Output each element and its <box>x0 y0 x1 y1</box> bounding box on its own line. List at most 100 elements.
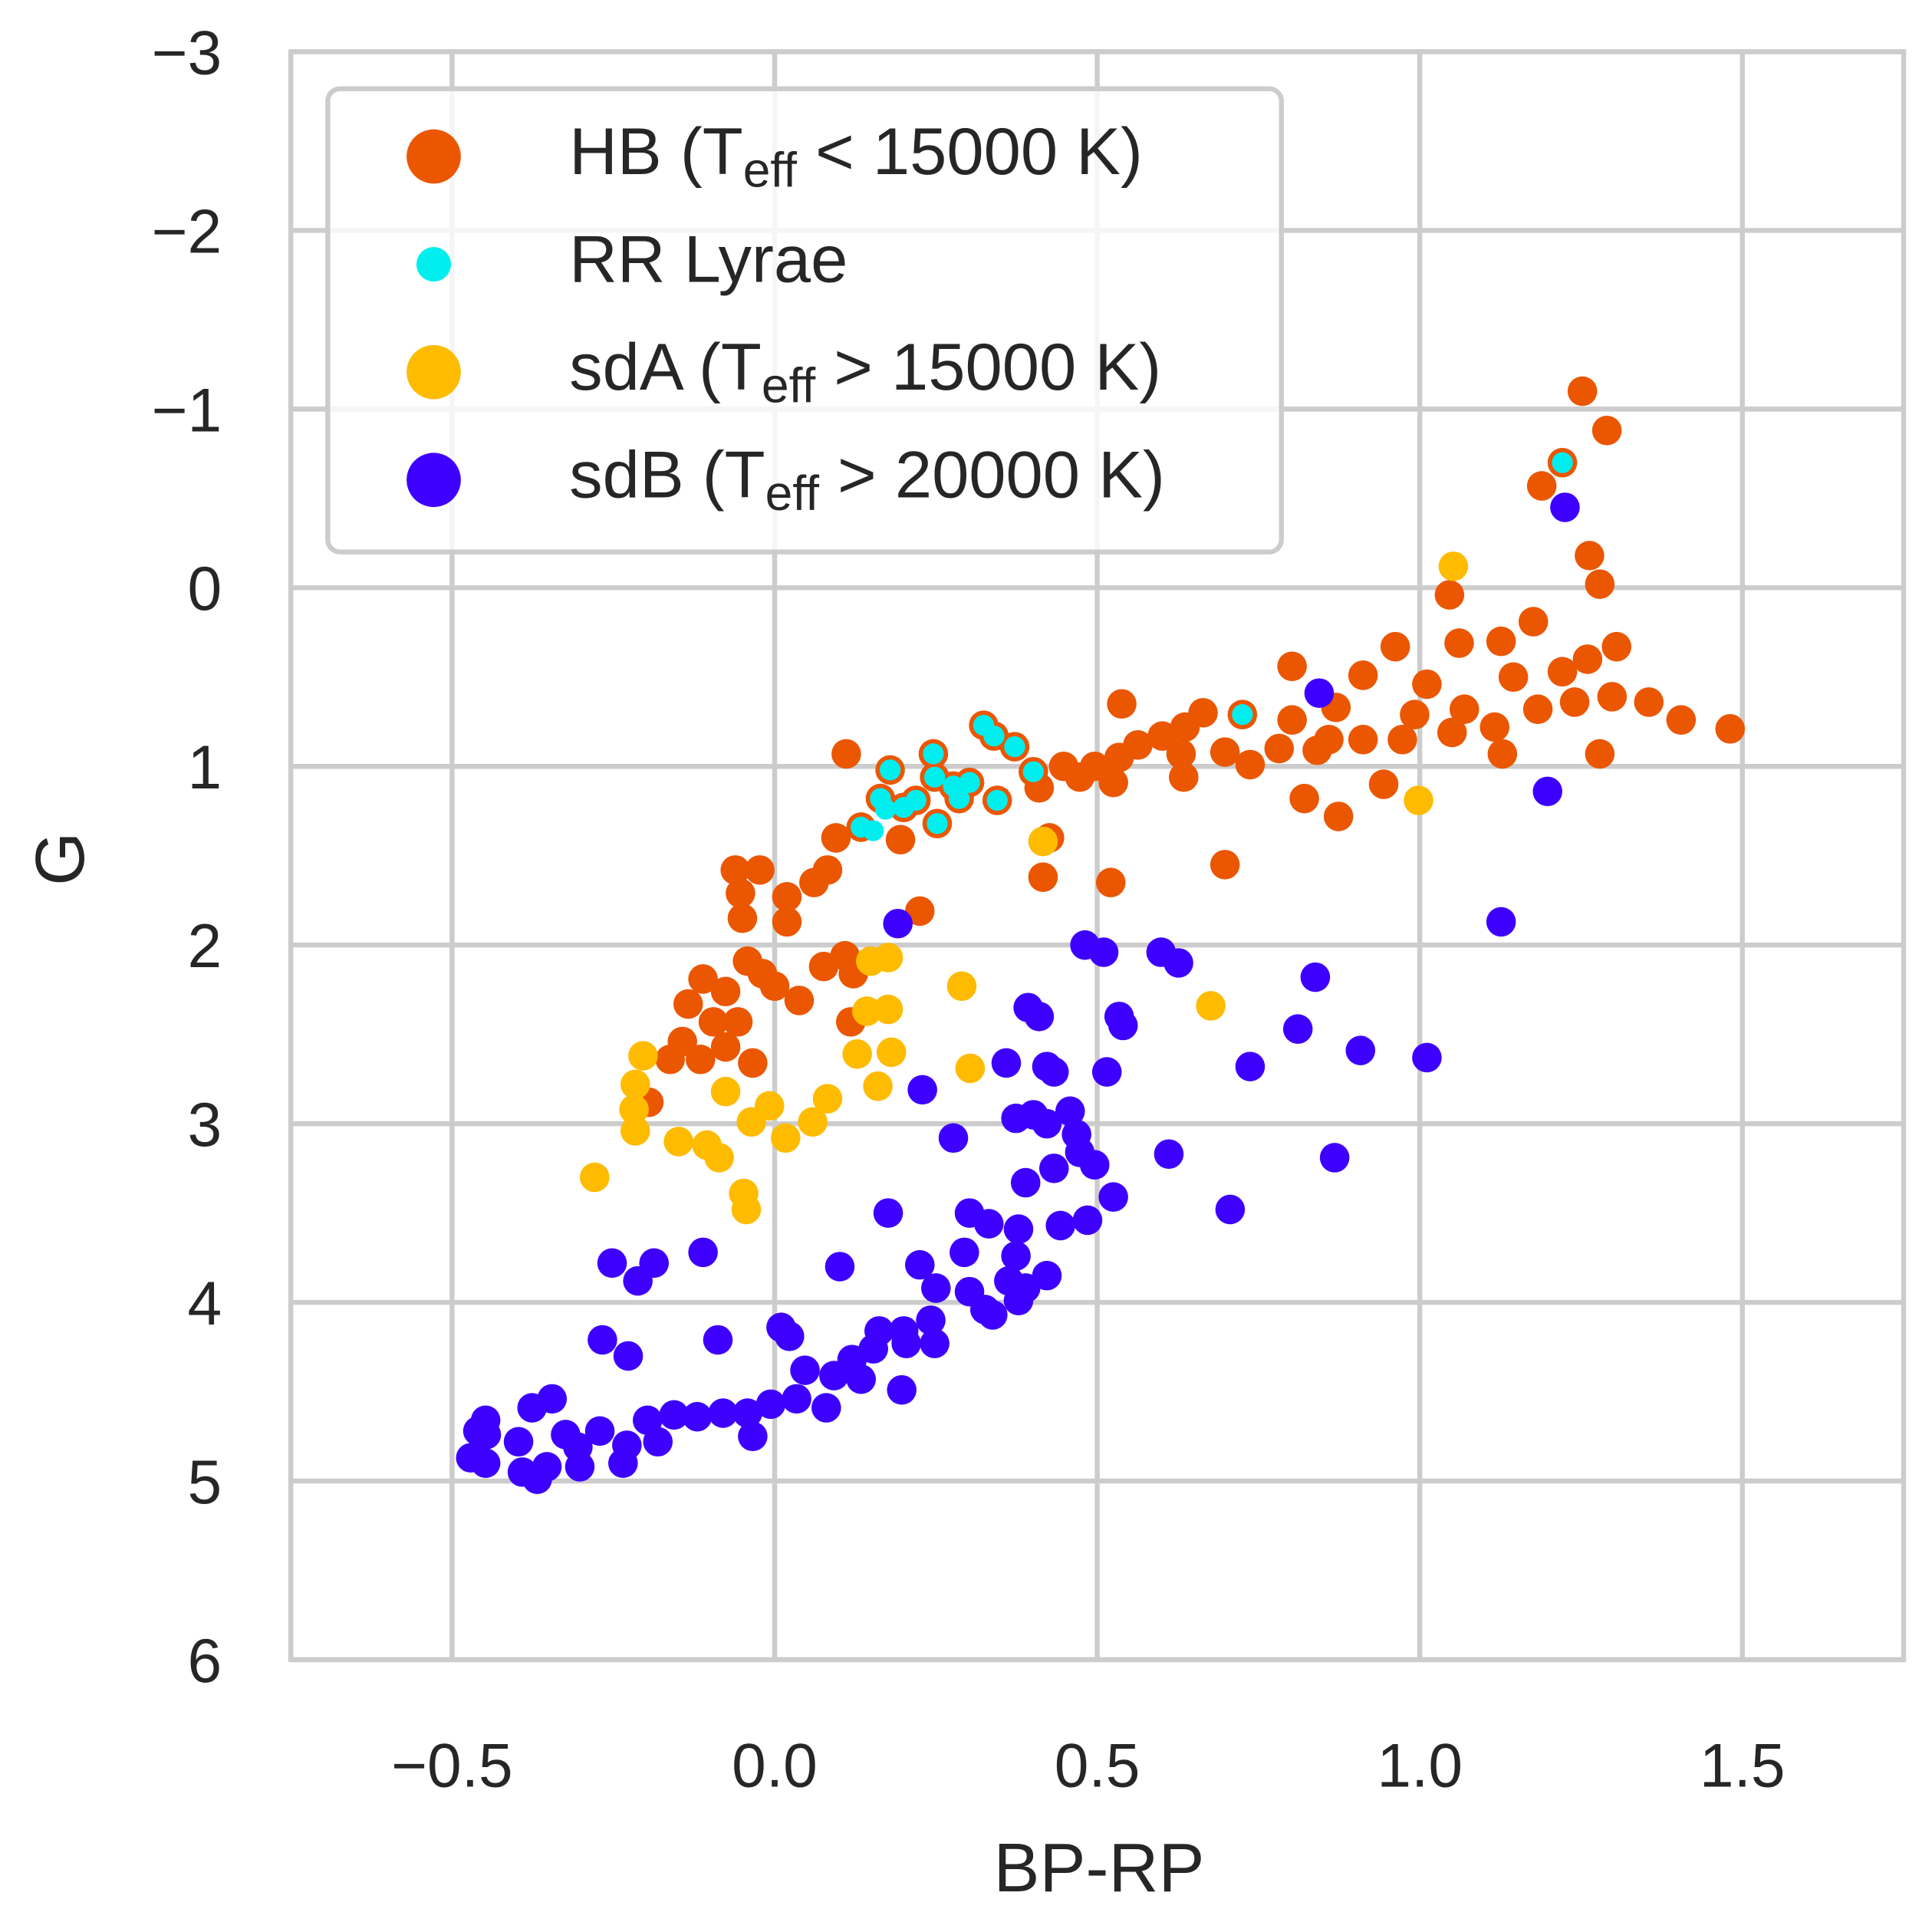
point <box>1444 628 1474 658</box>
point <box>824 1252 855 1282</box>
point <box>698 1007 729 1037</box>
point <box>856 946 886 976</box>
point <box>1547 657 1578 687</box>
point <box>1108 1010 1138 1041</box>
legend-label: sdA (Teff > 15000 K) <box>569 330 1161 413</box>
point <box>587 1325 617 1355</box>
point <box>1282 1014 1313 1044</box>
point <box>663 1127 693 1157</box>
point <box>1575 541 1605 571</box>
point <box>1585 569 1615 599</box>
point <box>1003 1214 1034 1244</box>
point <box>876 1037 907 1068</box>
point <box>978 1300 1008 1330</box>
point <box>772 882 802 912</box>
y-tick-label: 4 <box>187 1269 222 1338</box>
point <box>790 1355 820 1385</box>
legend-label: HB (Teff < 15000 K) <box>569 114 1143 198</box>
point <box>1404 785 1433 815</box>
point <box>927 813 948 834</box>
point <box>613 1341 643 1371</box>
point <box>1601 631 1632 662</box>
point <box>1487 739 1518 769</box>
point <box>1169 762 1199 792</box>
point <box>1412 1042 1442 1073</box>
point <box>1170 712 1200 742</box>
point <box>1107 689 1137 719</box>
point <box>710 976 741 1007</box>
point <box>620 1116 650 1146</box>
y-tick-label: 0 <box>187 555 222 624</box>
point <box>1055 1096 1085 1127</box>
point <box>551 1420 581 1450</box>
point <box>726 878 755 908</box>
point <box>1277 651 1307 682</box>
y-tick-label: 3 <box>187 1091 222 1160</box>
point <box>710 1076 741 1107</box>
y-tick-label: 5 <box>187 1448 222 1517</box>
point <box>846 1364 877 1394</box>
point <box>1300 962 1331 992</box>
point <box>503 1427 534 1457</box>
point <box>1289 783 1319 814</box>
point <box>863 1071 893 1101</box>
point <box>1368 769 1399 799</box>
point <box>946 971 977 1002</box>
point <box>1438 551 1469 581</box>
x-tick-label: 1.0 <box>1377 1731 1463 1800</box>
point <box>1412 669 1442 699</box>
point <box>905 789 927 811</box>
point <box>959 772 980 793</box>
point <box>1235 749 1266 780</box>
y-tick-label: 1 <box>187 733 222 802</box>
point <box>1591 416 1622 446</box>
point <box>507 1457 538 1487</box>
legend: HB (Teff < 15000 K) RR Lyrae sdA (Teff > 1… <box>325 86 1284 555</box>
point <box>731 1194 762 1225</box>
point <box>798 1107 828 1137</box>
point <box>986 789 1008 811</box>
point <box>727 903 758 933</box>
point <box>991 1048 1022 1078</box>
point <box>812 1084 843 1114</box>
point <box>708 1398 738 1428</box>
point <box>1550 492 1580 522</box>
point <box>1437 717 1467 748</box>
point <box>1166 739 1196 769</box>
point <box>628 1041 658 1071</box>
y-tick-label: 2 <box>187 912 222 981</box>
point <box>1022 761 1044 782</box>
point <box>584 1416 615 1447</box>
point <box>688 964 718 994</box>
legend-marker <box>406 344 461 400</box>
point <box>619 1094 649 1124</box>
point <box>608 1448 638 1479</box>
point <box>875 798 897 820</box>
point <box>1348 725 1378 755</box>
point <box>1004 736 1025 758</box>
point <box>864 1316 894 1346</box>
legend-label: RR Lyrae <box>569 222 848 297</box>
point <box>907 1075 937 1105</box>
point <box>904 1249 935 1280</box>
point <box>916 1305 946 1335</box>
point <box>983 725 1005 747</box>
y-tick-label: −1 <box>152 376 222 445</box>
point <box>620 1069 650 1100</box>
point <box>1028 862 1058 892</box>
point <box>1210 850 1240 880</box>
point <box>1498 662 1529 693</box>
point <box>885 824 916 855</box>
point <box>1559 687 1590 717</box>
point <box>1038 1057 1069 1087</box>
point <box>923 766 946 788</box>
point <box>1095 867 1126 897</box>
point <box>703 1325 733 1355</box>
point <box>1387 725 1417 755</box>
legend-marker <box>406 129 461 184</box>
point <box>1232 704 1253 726</box>
point <box>1010 1167 1041 1198</box>
point <box>1045 1210 1075 1241</box>
y-axis-label: G <box>22 832 99 886</box>
point <box>1079 1150 1110 1180</box>
